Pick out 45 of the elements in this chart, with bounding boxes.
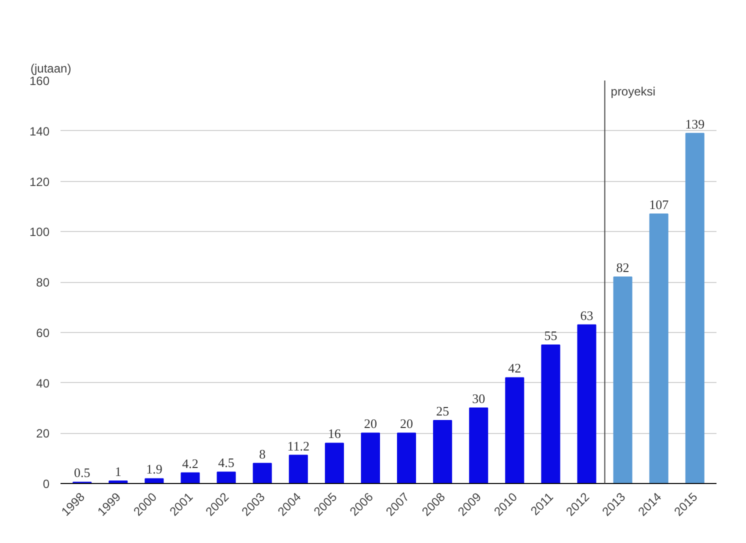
- data-label: 4.5: [218, 455, 234, 470]
- data-label: 63: [580, 308, 594, 323]
- y-tick-label: 0: [42, 477, 50, 491]
- data-label: 20: [364, 416, 377, 432]
- bar: [180, 472, 200, 484]
- bar: [216, 472, 236, 484]
- data-label: 0.5: [74, 465, 90, 480]
- bar: [252, 462, 272, 484]
- data-label: 55: [544, 328, 558, 343]
- data-label: 25: [436, 404, 450, 419]
- data-label: 1.9: [146, 462, 162, 477]
- bar: [541, 344, 560, 484]
- data-label: 8: [259, 446, 266, 462]
- data-label: 11.2: [287, 438, 310, 454]
- y-tick-label: 60: [36, 326, 50, 340]
- y-tick-label: 20: [36, 426, 50, 441]
- bar: [288, 454, 308, 484]
- bar: [144, 478, 164, 484]
- y-tick-label: 80: [36, 276, 50, 290]
- data-label: 30: [472, 390, 486, 406]
- y-tick-label: 120: [29, 174, 50, 189]
- ref-line-label: proyeksi: [610, 84, 656, 98]
- y-tick-label: 40: [36, 376, 50, 390]
- data-label: 139: [685, 116, 705, 132]
- data-label: 20: [400, 416, 414, 432]
- bar: [324, 442, 344, 484]
- bar: [649, 213, 668, 484]
- data-label: 42: [508, 360, 522, 376]
- bar: [433, 420, 452, 484]
- data-label: 1: [114, 464, 122, 479]
- y-axis-title: (jutaan): [30, 62, 72, 76]
- y-tick-label: 140: [29, 124, 50, 138]
- bar: [613, 276, 632, 484]
- data-label: 16: [328, 426, 342, 442]
- data-label: 82: [616, 260, 630, 275]
- data-label: 107: [649, 196, 670, 212]
- bar: [505, 377, 524, 484]
- bar: [360, 432, 380, 484]
- y-tick-label: 100: [29, 225, 50, 240]
- y-tick-label: 160: [29, 74, 50, 88]
- bar: [397, 432, 416, 484]
- bar: [577, 324, 596, 484]
- bar: [685, 132, 704, 484]
- data-label: 4.2: [182, 456, 198, 471]
- bar: [469, 407, 488, 484]
